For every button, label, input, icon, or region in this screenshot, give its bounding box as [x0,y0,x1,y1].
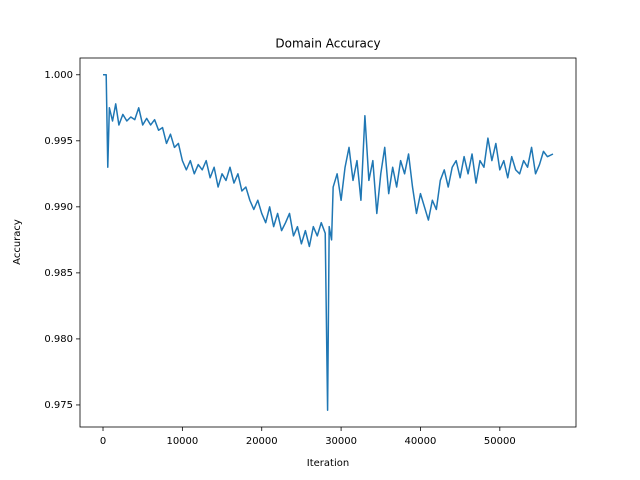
x-tick-label: 10000 [166,436,198,447]
y-tick-label: 0.985 [44,268,73,279]
x-tick-label: 50000 [484,436,516,447]
x-axis-label: Iteration [307,458,349,469]
x-tick-label: 30000 [325,436,357,447]
y-tick-label: 0.975 [44,400,73,411]
y-tick-label: 1.000 [44,70,73,81]
y-axis-label: Accuracy [12,219,23,265]
y-tick-label: 0.995 [44,136,73,147]
x-tick-label: 40000 [405,436,437,447]
y-tick-label: 0.990 [44,202,73,213]
chart-title: Domain Accuracy [275,37,380,51]
axes-frame [79,57,577,428]
x-tick-label: 0 [100,436,106,447]
data-line [103,74,554,411]
y-tick-label: 0.980 [44,334,73,345]
x-tick-label: 20000 [246,436,278,447]
